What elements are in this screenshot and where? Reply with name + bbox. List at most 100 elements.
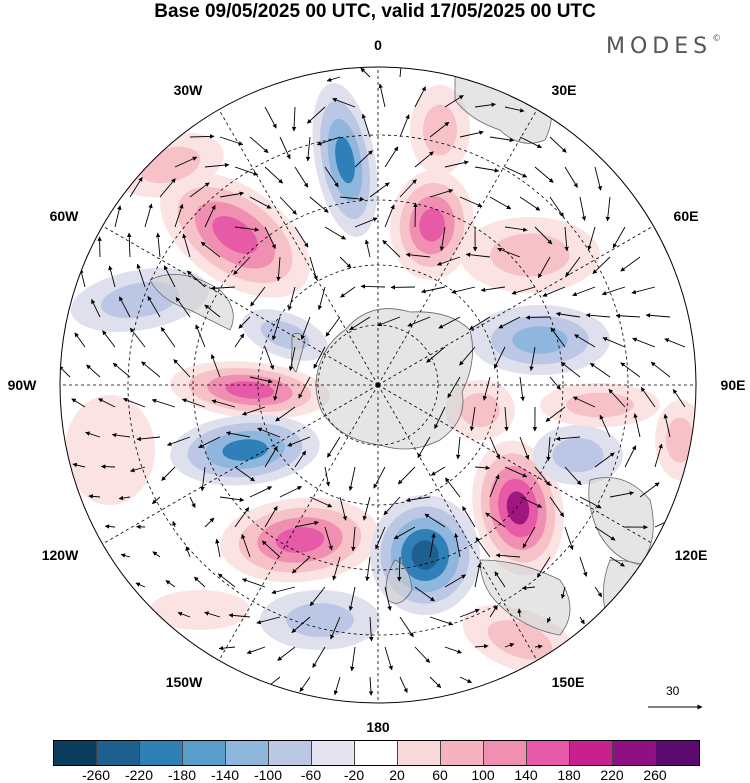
wind-vector: [549, 496, 565, 518]
wind-vector: [414, 86, 426, 108]
wind-vector: [234, 226, 260, 232]
meridian-line: [102, 384, 379, 545]
wind-vector: [136, 263, 146, 288]
wind-vector: [233, 256, 251, 275]
wind-vector: [215, 538, 221, 558]
wind-vector: [264, 446, 278, 468]
wind-vector: [536, 556, 551, 578]
wind-vector: [564, 226, 569, 252]
wind-vector: [200, 241, 221, 258]
label-meridian-150w: 150W: [165, 674, 203, 690]
wind-vector: [309, 196, 329, 213]
pole-marker: [375, 382, 381, 388]
wind-vector: [633, 413, 641, 438]
wind-vector: [534, 226, 553, 245]
wind-vector: [469, 406, 476, 432]
wind-vector: [74, 332, 86, 348]
meridian-line: [377, 109, 538, 386]
wind-vector: [271, 586, 296, 595]
wind-vector: [300, 316, 311, 340]
wind-vector: [429, 121, 450, 138]
land-area: [385, 559, 413, 604]
wind-vector: [294, 226, 309, 248]
wind-vector: [332, 556, 341, 581]
wind-vector: [234, 466, 255, 482]
wind-vector: [602, 337, 626, 348]
wind-vector: [632, 337, 656, 348]
map-title: Base 09/05/2025 00 UTC, valid 17/05/2025…: [154, 1, 596, 22]
anomaly-contour: [665, 417, 695, 463]
label-meridian-120w: 120W: [41, 547, 79, 563]
wind-vector: [135, 582, 146, 588]
wind-vector: [444, 160, 469, 168]
wind-vector: [360, 67, 371, 78]
label-meridian-60e: 60E: [673, 208, 699, 224]
colorbar-swatch: [97, 741, 140, 765]
anomaly-contour: [65, 395, 155, 505]
wind-vector: [234, 333, 245, 348]
wind-vector: [594, 586, 603, 598]
wind-vector: [71, 398, 86, 408]
anomaly-contour: [506, 491, 530, 525]
wind-vector: [238, 316, 251, 329]
wind-vector: [193, 576, 206, 588]
brand-mark: ©: [712, 34, 722, 44]
wind-vector: [399, 114, 410, 138]
wind-vector: [534, 466, 551, 486]
wind-vector: [100, 464, 116, 469]
wind-vector: [151, 398, 176, 408]
wind-vector: [72, 462, 86, 468]
wind-vector: [261, 540, 281, 558]
wind-vector: [305, 136, 311, 162]
wind-vector: [241, 578, 266, 588]
wind-vector: [564, 526, 574, 551]
wind-vector: [429, 616, 454, 626]
wind-vector: [495, 553, 521, 558]
wind-vector: [599, 414, 611, 438]
wind-vector: [399, 616, 414, 638]
wind-vector: [312, 646, 326, 668]
wind-vector: [504, 166, 528, 178]
wind-vector: [474, 166, 500, 173]
wind-vector: [384, 646, 393, 671]
wind-vector: [173, 359, 191, 378]
wind-vector: [219, 191, 245, 198]
wind-vector: [349, 316, 371, 331]
colorbar-swatch: [398, 741, 441, 765]
wind-vector: [332, 97, 356, 108]
wind-vector: [182, 233, 191, 258]
wind-vector: [382, 239, 401, 258]
wind-vector: [474, 563, 482, 588]
colorbar-tick-label: -260: [81, 767, 111, 783]
colorbar-swatch: [269, 741, 312, 765]
wind-vector: [298, 376, 311, 399]
wind-vector: [564, 166, 578, 188]
wind-vector: [204, 611, 221, 618]
wind-vector: [324, 466, 331, 487]
wind-vector: [672, 389, 686, 408]
wind-vector: [166, 436, 191, 446]
wind-vector: [620, 256, 641, 272]
label-meridian-150e: 150E: [551, 674, 585, 690]
wind-vector: [129, 466, 146, 473]
wind-vector: [264, 505, 278, 528]
wind-vector: [587, 226, 596, 251]
wind-vector: [444, 646, 462, 654]
anomaly-contour: [487, 620, 553, 660]
wind-vector: [368, 676, 374, 696]
wind-vector: [189, 134, 215, 139]
wind-vector: [485, 512, 506, 528]
colorbar: [53, 740, 700, 766]
wind-vector: [475, 537, 491, 558]
wind-vector: [210, 354, 221, 378]
wind-vector: [225, 431, 251, 438]
wind-vector: [98, 398, 116, 408]
wind-vector: [122, 397, 146, 408]
wind-vector: [609, 491, 635, 498]
wind-vector: [198, 436, 221, 449]
wind-vector: [444, 574, 467, 588]
wind-vector: [249, 376, 273, 384]
wind-vector: [645, 313, 671, 318]
wind-vector: [489, 474, 500, 498]
colorbar-tick-label: -20: [343, 767, 365, 783]
